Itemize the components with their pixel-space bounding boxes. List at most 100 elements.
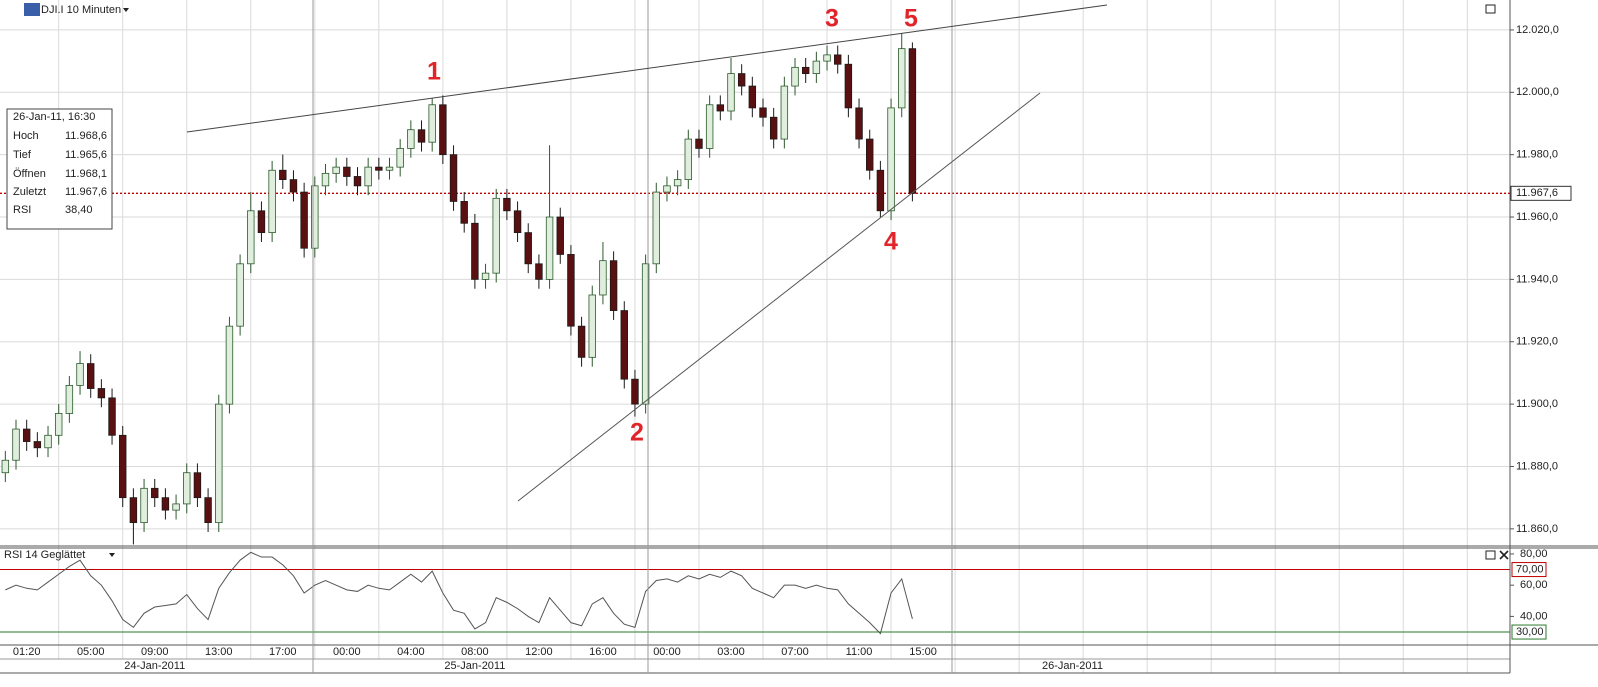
candle-body	[812, 60, 821, 74]
candle-body	[705, 104, 714, 149]
candle-body	[193, 472, 202, 499]
dropdown-arrow[interactable]	[109, 553, 115, 557]
y-tick-label: 40,00	[1520, 610, 1548, 622]
indicator-title[interactable]: RSI 14 Geglättet	[4, 549, 85, 561]
candle-body	[439, 104, 447, 156]
candle-body	[471, 222, 479, 280]
candle-body	[481, 272, 490, 280]
candle-body	[76, 363, 84, 386]
candle-body	[492, 197, 500, 274]
x-tick-label: 01:20	[13, 646, 41, 658]
candle-body	[791, 66, 799, 87]
annotation: 3	[825, 5, 839, 33]
candle-body	[225, 325, 234, 405]
annotation: 5	[904, 5, 918, 33]
date-label: 26-Jan-2011	[1042, 660, 1103, 672]
y-tick-label: 11.920,0	[1516, 336, 1558, 348]
candle-body	[247, 210, 255, 265]
candle-body	[321, 172, 330, 187]
annotation: 2	[630, 419, 644, 447]
candle-body	[151, 487, 159, 499]
candle-body	[65, 385, 74, 414]
level-label: 70,00	[1516, 563, 1544, 575]
x-tick-label: 17:00	[269, 646, 297, 658]
candle-body	[279, 169, 287, 181]
y-tick-label: 11.880,0	[1516, 460, 1558, 472]
x-tick-label: 16:00	[589, 646, 617, 658]
candle-body	[577, 325, 586, 358]
marks-layer	[0, 33, 1510, 635]
candle-body	[631, 378, 639, 405]
y-tick-label: 11.900,0	[1516, 398, 1558, 410]
chart-title[interactable]: DJI.I 10 Minuten	[41, 4, 121, 16]
candle-body	[855, 107, 863, 140]
trend-line	[517, 92, 1041, 502]
info-label: Zuletzt	[13, 186, 46, 198]
maximize-button[interactable]	[1485, 550, 1496, 560]
candle-body	[727, 73, 735, 112]
maximize-button[interactable]	[1485, 4, 1496, 14]
rsi-line	[5, 551, 913, 635]
candle-body	[652, 191, 660, 265]
candle-body	[311, 185, 319, 249]
candle-body	[545, 216, 554, 280]
candle-body	[759, 107, 767, 118]
info-value: 11.968,1	[65, 168, 107, 180]
candle-body	[588, 294, 596, 358]
dropdown-arrow[interactable]	[123, 8, 129, 12]
candle-body	[343, 166, 351, 177]
candle-body	[460, 201, 468, 224]
candle-body	[236, 263, 244, 327]
candle-body	[641, 263, 650, 405]
info-label: Tief	[13, 149, 32, 161]
candle-body	[908, 48, 917, 194]
x-tick-label: 07:00	[781, 646, 809, 658]
info-label: Hoch	[13, 130, 39, 142]
annotation: 1	[427, 58, 441, 86]
candle-body	[556, 216, 564, 255]
candle-body	[748, 85, 757, 109]
x-tick-label: 12:00	[525, 646, 553, 658]
candle-body	[119, 434, 127, 499]
level-label: 30,00	[1516, 626, 1544, 638]
x-tick-label: 13:00	[205, 646, 233, 658]
candle-body	[108, 397, 116, 436]
candle-body	[513, 210, 522, 234]
candle-body	[833, 54, 842, 65]
x-tick-label: 05:00	[77, 646, 105, 658]
candle-body	[183, 472, 191, 505]
candle-body	[289, 179, 298, 193]
candle-body	[364, 166, 372, 187]
candle-body	[161, 497, 170, 511]
info-value: 11.968,6	[65, 130, 107, 142]
candle-body	[385, 166, 394, 171]
candle-body	[823, 54, 831, 62]
x-tick-label: 00:00	[333, 646, 361, 658]
close-button[interactable]	[1499, 550, 1509, 560]
candle-body	[44, 434, 52, 449]
candle-body	[22, 428, 31, 442]
candle-body	[801, 66, 810, 74]
candle-body	[663, 185, 671, 193]
y-tick-label: 11.980,0	[1516, 149, 1558, 161]
candle-body	[876, 169, 885, 212]
candle-body	[673, 179, 682, 187]
candle-body	[716, 104, 725, 112]
candle-body	[300, 191, 308, 249]
y-tick-label: 60,00	[1520, 579, 1548, 591]
last-price-box	[1510, 185, 1572, 201]
x-tick-label: 11:00	[846, 646, 873, 658]
y-tick-label: 11.860,0	[1516, 523, 1558, 535]
candle-body	[332, 166, 340, 174]
candle-body	[396, 148, 404, 168]
candle-body	[428, 104, 436, 143]
level-box	[1511, 624, 1547, 640]
last-price-label: 11.967,6	[1516, 187, 1558, 199]
info-value: 11.965,6	[65, 149, 107, 161]
candle-body	[737, 73, 746, 87]
candle-body	[257, 210, 266, 234]
level-box	[1511, 562, 1547, 578]
candle-body	[129, 497, 138, 524]
candle-body	[417, 129, 426, 143]
y-tick-label: 80,00	[1520, 548, 1548, 560]
